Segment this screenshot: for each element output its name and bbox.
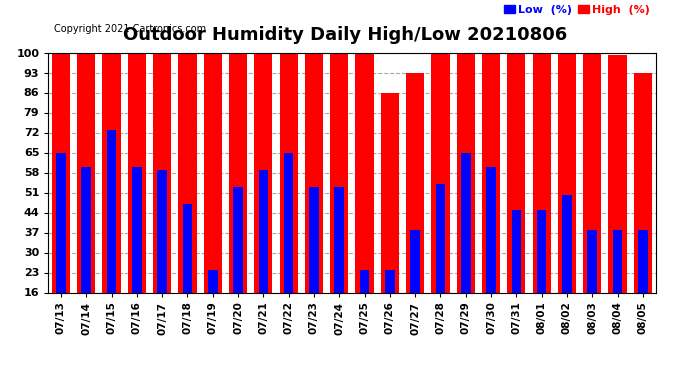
Bar: [633, 72, 652, 338]
Bar: [56, 153, 66, 338]
Bar: [157, 170, 167, 338]
Bar: [284, 153, 293, 338]
Bar: [309, 187, 319, 338]
Bar: [183, 204, 193, 338]
Bar: [587, 230, 597, 338]
Bar: [229, 53, 247, 338]
Bar: [435, 184, 445, 338]
Bar: [507, 53, 526, 338]
Bar: [613, 230, 622, 338]
Bar: [254, 53, 273, 338]
Bar: [208, 270, 217, 338]
Bar: [359, 270, 369, 338]
Bar: [335, 187, 344, 338]
Bar: [583, 53, 602, 338]
Bar: [107, 130, 117, 338]
Bar: [537, 210, 546, 338]
Bar: [638, 230, 648, 338]
Legend: Low  (%), High  (%): Low (%), High (%): [504, 5, 650, 15]
Bar: [132, 167, 141, 338]
Bar: [178, 53, 197, 338]
Bar: [204, 53, 222, 338]
Bar: [52, 53, 70, 338]
Bar: [305, 53, 323, 338]
Bar: [77, 53, 95, 338]
Bar: [102, 53, 121, 338]
Bar: [486, 167, 496, 338]
Bar: [259, 170, 268, 338]
Bar: [381, 93, 399, 338]
Bar: [558, 53, 576, 338]
Bar: [533, 53, 551, 338]
Bar: [482, 53, 500, 338]
Bar: [355, 53, 374, 338]
Bar: [330, 53, 348, 338]
Bar: [128, 53, 146, 338]
Bar: [457, 53, 475, 338]
Bar: [81, 167, 91, 338]
Bar: [406, 72, 424, 338]
Bar: [153, 53, 171, 338]
Text: Copyright 2021 Cartronics.com: Copyright 2021 Cartronics.com: [55, 24, 206, 34]
Bar: [511, 210, 521, 338]
Bar: [279, 53, 298, 338]
Bar: [411, 230, 420, 338]
Bar: [562, 195, 572, 338]
Bar: [431, 53, 450, 338]
Bar: [385, 270, 395, 338]
Bar: [609, 56, 627, 338]
Bar: [461, 153, 471, 338]
Text: Outdoor Humidity Daily High/Low 20210806: Outdoor Humidity Daily High/Low 20210806: [123, 26, 567, 44]
Bar: [233, 187, 243, 338]
